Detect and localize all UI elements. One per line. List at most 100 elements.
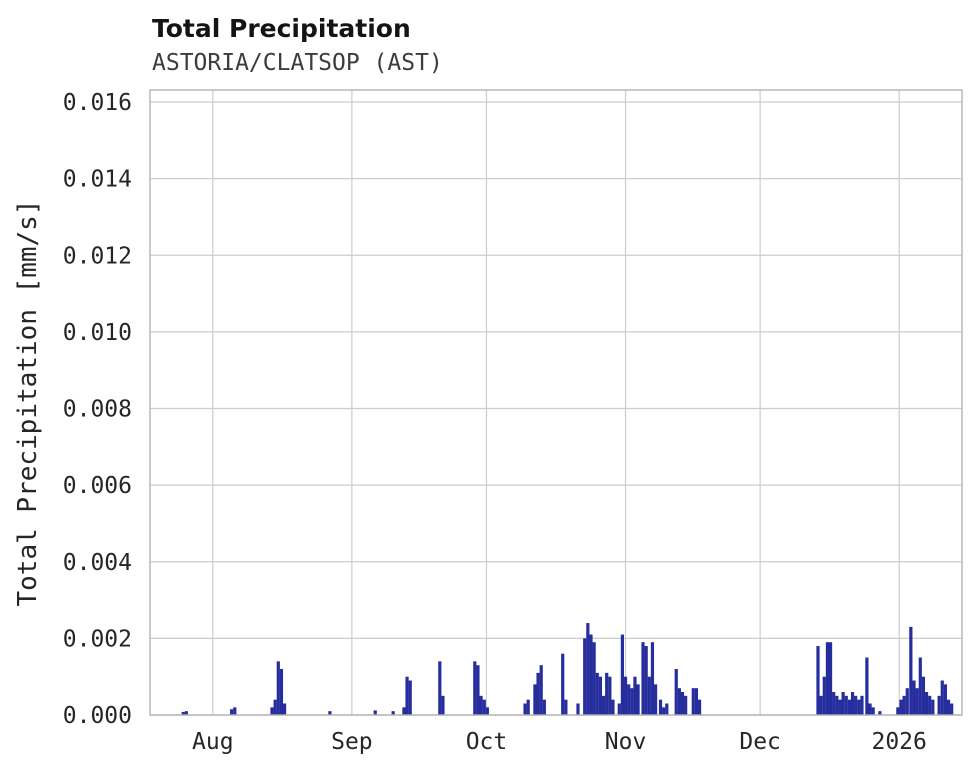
bar <box>328 711 332 715</box>
bar <box>838 699 842 715</box>
bar <box>905 688 909 715</box>
bar <box>479 695 483 715</box>
y-tick-label: 0.004 <box>63 550 132 576</box>
x-tick-label: 2026 <box>871 729 926 755</box>
bar <box>902 695 906 715</box>
bar <box>912 680 916 715</box>
bar <box>561 653 565 715</box>
bar <box>647 676 651 715</box>
bar <box>605 672 609 715</box>
bar <box>476 665 480 715</box>
bar <box>844 695 848 715</box>
bar <box>611 699 615 715</box>
bar <box>564 699 568 715</box>
x-tick-label: Sep <box>331 729 373 755</box>
bar <box>630 688 634 715</box>
bar <box>273 699 277 715</box>
y-tick-label: 0.010 <box>63 320 132 346</box>
bar <box>665 703 669 715</box>
bar <box>931 699 935 715</box>
bar <box>473 661 477 715</box>
bar <box>653 684 658 715</box>
bar <box>921 676 926 715</box>
bar <box>680 692 685 715</box>
bar <box>857 699 861 715</box>
bar <box>677 688 681 715</box>
bar <box>644 646 648 715</box>
bar <box>617 703 621 715</box>
bar <box>662 707 666 715</box>
bar <box>536 672 540 715</box>
bar <box>373 710 377 715</box>
bar <box>402 707 406 715</box>
bar <box>694 688 699 715</box>
bar <box>847 699 851 715</box>
plot-border <box>149 89 963 716</box>
bar <box>940 680 944 715</box>
bar <box>592 642 596 715</box>
y-tick-label: 0.012 <box>63 243 132 269</box>
y-tick-label: 0.016 <box>63 90 132 116</box>
bar <box>946 699 951 715</box>
bar <box>623 676 628 715</box>
bar <box>441 695 445 715</box>
bar <box>408 680 412 715</box>
bar <box>230 709 234 715</box>
bar <box>583 638 587 715</box>
bar <box>589 634 593 715</box>
y-tick-label: 0.000 <box>63 703 132 729</box>
bar <box>943 684 948 715</box>
bar <box>691 688 695 715</box>
x-tick-label: Aug <box>192 729 234 755</box>
bar <box>816 646 820 715</box>
bar <box>542 699 546 715</box>
bar <box>828 642 833 715</box>
bar <box>270 707 274 715</box>
y-tick-label: 0.006 <box>63 473 132 499</box>
bar <box>181 711 185 715</box>
bar <box>282 703 287 715</box>
bar <box>636 684 640 715</box>
bar <box>523 703 527 715</box>
bar <box>279 669 284 715</box>
bar <box>865 657 869 715</box>
bar <box>896 707 900 715</box>
bar <box>924 692 929 715</box>
bar <box>950 703 954 715</box>
bar <box>405 676 409 715</box>
bar <box>539 665 543 715</box>
bar <box>526 699 530 715</box>
bar <box>633 676 637 715</box>
bar <box>276 661 280 715</box>
bar <box>841 692 845 715</box>
bar <box>832 692 836 715</box>
bar <box>860 695 864 715</box>
bar <box>937 695 941 715</box>
bar <box>641 642 645 715</box>
bar <box>854 695 858 715</box>
bar <box>627 684 631 715</box>
bar <box>438 661 442 715</box>
bar <box>871 707 875 715</box>
bar <box>918 657 922 715</box>
bar <box>822 676 826 715</box>
bar <box>658 699 663 715</box>
bar <box>601 695 606 715</box>
bar <box>878 711 882 715</box>
bar <box>586 623 590 715</box>
bar <box>233 707 237 715</box>
bar <box>598 676 603 715</box>
chart-title: Total Precipitation <box>152 14 411 43</box>
bar <box>697 699 702 715</box>
chart-subtitle: ASTORIA/CLATSOP (AST) <box>152 50 443 76</box>
bar <box>915 688 919 715</box>
bar <box>576 703 580 715</box>
x-tick-label: Nov <box>605 729 647 755</box>
bar <box>835 695 839 715</box>
y-axis-label: Total Precipitation [mm/s] <box>13 199 43 607</box>
bar <box>899 699 903 715</box>
bar <box>825 642 830 715</box>
bar <box>595 672 599 715</box>
bar <box>533 684 537 715</box>
